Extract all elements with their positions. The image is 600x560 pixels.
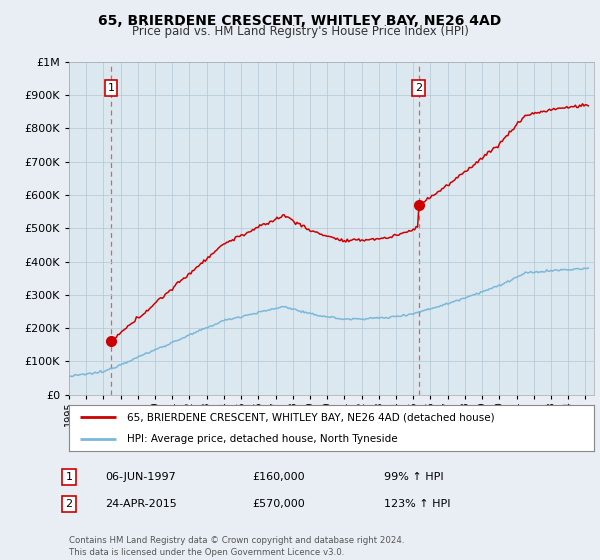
Text: 1: 1 [65,472,73,482]
Text: 2: 2 [415,83,422,94]
Text: Price paid vs. HM Land Registry's House Price Index (HPI): Price paid vs. HM Land Registry's House … [131,25,469,38]
Text: Contains HM Land Registry data © Crown copyright and database right 2024.
This d: Contains HM Land Registry data © Crown c… [69,536,404,557]
Text: 65, BRIERDENE CRESCENT, WHITLEY BAY, NE26 4AD: 65, BRIERDENE CRESCENT, WHITLEY BAY, NE2… [98,14,502,28]
Text: 65, BRIERDENE CRESCENT, WHITLEY BAY, NE26 4AD (detached house): 65, BRIERDENE CRESCENT, WHITLEY BAY, NE2… [127,412,494,422]
Text: 24-APR-2015: 24-APR-2015 [105,499,177,509]
Text: £570,000: £570,000 [252,499,305,509]
Text: 123% ↑ HPI: 123% ↑ HPI [384,499,451,509]
Text: 06-JUN-1997: 06-JUN-1997 [105,472,176,482]
Text: £160,000: £160,000 [252,472,305,482]
Text: 1: 1 [107,83,115,94]
Text: 2: 2 [65,499,73,509]
Text: 99% ↑ HPI: 99% ↑ HPI [384,472,443,482]
Text: HPI: Average price, detached house, North Tyneside: HPI: Average price, detached house, Nort… [127,435,397,444]
